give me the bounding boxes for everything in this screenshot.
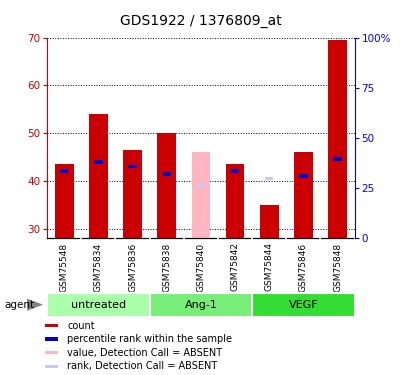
Text: count: count [67,321,95,330]
Text: VEGF: VEGF [288,300,317,310]
Bar [45,338,58,341]
Bar [45,351,58,354]
FancyBboxPatch shape [252,292,354,317]
Bar [196,184,204,188]
Text: GSM75834: GSM75834 [94,243,103,292]
Text: untreated: untreated [71,300,126,310]
Bar [264,177,273,180]
Text: GDS1922 / 1376809_at: GDS1922 / 1376809_at [120,14,281,28]
Bar [162,172,171,176]
Bar [327,40,346,238]
Bar [89,114,108,238]
Bar [123,150,142,238]
Text: GSM75848: GSM75848 [332,243,341,292]
Text: GSM75838: GSM75838 [162,243,171,292]
Bar [225,164,244,238]
Bar [55,164,74,238]
Bar [191,152,210,238]
Bar [45,364,58,368]
Bar [333,158,341,161]
Text: GSM75846: GSM75846 [298,243,307,292]
FancyBboxPatch shape [149,292,252,317]
Bar [94,160,102,164]
Polygon shape [27,298,43,311]
Text: GSM75840: GSM75840 [196,243,205,292]
Bar [299,174,307,178]
Text: GSM75548: GSM75548 [60,243,69,292]
FancyBboxPatch shape [47,292,149,317]
Bar [128,165,137,168]
Text: agent: agent [4,300,34,310]
Bar [259,205,278,238]
Bar [60,170,68,173]
Text: GSM75844: GSM75844 [264,243,273,291]
Text: GSM75836: GSM75836 [128,243,137,292]
Bar [230,170,239,173]
Text: value, Detection Call = ABSENT: value, Detection Call = ABSENT [67,348,222,358]
Text: rank, Detection Call = ABSENT: rank, Detection Call = ABSENT [67,362,217,371]
Text: percentile rank within the sample: percentile rank within the sample [67,334,232,344]
Bar [293,152,312,238]
Text: Ang-1: Ang-1 [184,300,217,310]
Text: GSM75842: GSM75842 [230,243,239,291]
Bar [45,324,58,327]
Bar [157,133,176,238]
